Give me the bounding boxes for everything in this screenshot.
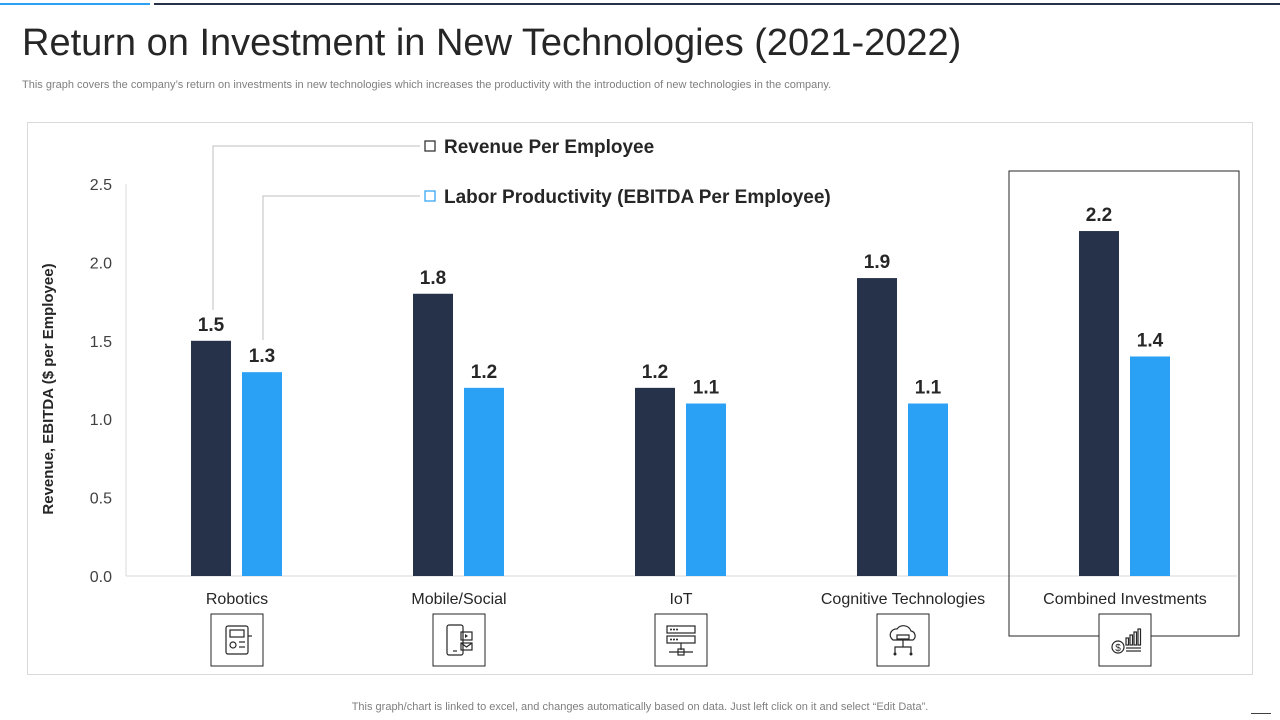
icon-part <box>909 652 913 656</box>
data-label: 1.2 <box>642 362 668 383</box>
header-divider-line <box>154 3 1280 5</box>
bar-labor-productivity[interactable] <box>242 372 282 576</box>
y-tick-label: 0.5 <box>90 491 112 508</box>
y-axis-title: Revenue, EBITDA ($ per Employee) <box>40 263 57 514</box>
data-label: 1.1 <box>693 378 720 399</box>
y-tick-label: 1.5 <box>90 334 112 351</box>
icon-part <box>1111 640 1125 654</box>
data-label: 1.1 <box>915 378 942 399</box>
data-label: 1.3 <box>249 346 275 367</box>
x-tick-label: Mobile/Social <box>411 591 506 608</box>
y-tick-label: 1.0 <box>90 412 112 429</box>
header-accent-line <box>0 3 150 5</box>
x-tick-label: Cognitive Technologies <box>821 591 985 608</box>
legend-label: Revenue Per Employee <box>444 137 654 158</box>
legend-label: Labor Productivity (EBITDA Per Employee) <box>444 187 831 208</box>
page-title: Return on Investment in New Technologies… <box>22 22 962 64</box>
icon-part <box>677 648 685 656</box>
bar-revenue[interactable] <box>413 293 453 576</box>
icon-part <box>465 634 468 638</box>
highlight-box <box>1008 170 1240 637</box>
icon-part <box>896 634 910 640</box>
icon-part <box>460 631 473 641</box>
icon-part <box>460 642 473 651</box>
y-tick-label: 2.5 <box>90 177 112 194</box>
icon-frame <box>654 613 708 667</box>
legend-marker <box>424 140 436 152</box>
bar-labor-productivity[interactable] <box>686 403 726 576</box>
legend-leader-line <box>212 145 420 310</box>
robotics-icon <box>210 613 264 667</box>
page-subtitle: This graph covers the company’s return o… <box>22 79 832 91</box>
icon-part <box>1133 631 1138 646</box>
data-label: 2.2 <box>1086 205 1112 226</box>
mobile-social-icon <box>432 613 486 667</box>
x-tick-label: Combined Investments <box>1043 591 1207 608</box>
chart-frame <box>27 122 1253 675</box>
data-label: 1.4 <box>1137 330 1164 351</box>
icon-part <box>676 628 678 631</box>
legend-item-labor-productivity[interactable]: Labor Productivity (EBITDA Per Employee) <box>262 187 831 340</box>
corner-decoration <box>1251 713 1271 714</box>
icon-part <box>894 646 912 654</box>
legend-item-revenue[interactable]: Revenue Per Employee <box>212 137 654 310</box>
icon-part <box>1137 628 1142 646</box>
icon-part <box>229 641 237 649</box>
footer-note: This graph/chart is linked to excel, and… <box>351 701 929 713</box>
icon-frame <box>1098 613 1152 667</box>
icon-part <box>673 628 675 631</box>
x-tick-label: Robotics <box>206 591 268 608</box>
y-tick-label: 2.0 <box>90 255 112 272</box>
icon-part <box>670 628 672 631</box>
icon-part <box>229 629 245 638</box>
icon-part <box>1129 634 1134 646</box>
icon-frame <box>432 613 486 667</box>
icon-part <box>666 625 696 634</box>
icon-part <box>460 642 473 648</box>
icon-part <box>676 638 678 641</box>
y-tick-label: 0.0 <box>90 569 112 586</box>
investment-growth-icon: $ <box>1098 613 1152 667</box>
icon-part: $ <box>1115 643 1121 654</box>
icon-part <box>225 625 249 655</box>
bar-labor-productivity[interactable] <box>464 387 504 576</box>
legend-leader-line <box>262 195 420 340</box>
bar-revenue[interactable] <box>191 340 231 576</box>
icon-frame <box>210 613 264 667</box>
bar-labor-productivity[interactable] <box>1130 356 1170 576</box>
legend-marker <box>424 190 436 202</box>
data-label: 1.2 <box>471 362 497 383</box>
bar-revenue[interactable] <box>857 278 897 576</box>
data-label: 1.9 <box>864 252 890 273</box>
data-label: 1.8 <box>420 268 446 289</box>
bar-revenue[interactable] <box>1079 231 1119 577</box>
bar-labor-productivity[interactable] <box>908 403 948 576</box>
iot-icon <box>654 613 708 667</box>
icon-part <box>1125 637 1130 646</box>
icon-part <box>670 638 672 641</box>
icon-part <box>893 652 897 656</box>
x-tick-label: IoT <box>669 591 692 608</box>
bar-revenue[interactable] <box>635 387 675 576</box>
icon-part <box>673 638 675 641</box>
icon-part <box>889 625 916 641</box>
cloud-computing-icon <box>876 613 930 667</box>
data-label: 1.5 <box>198 315 225 336</box>
